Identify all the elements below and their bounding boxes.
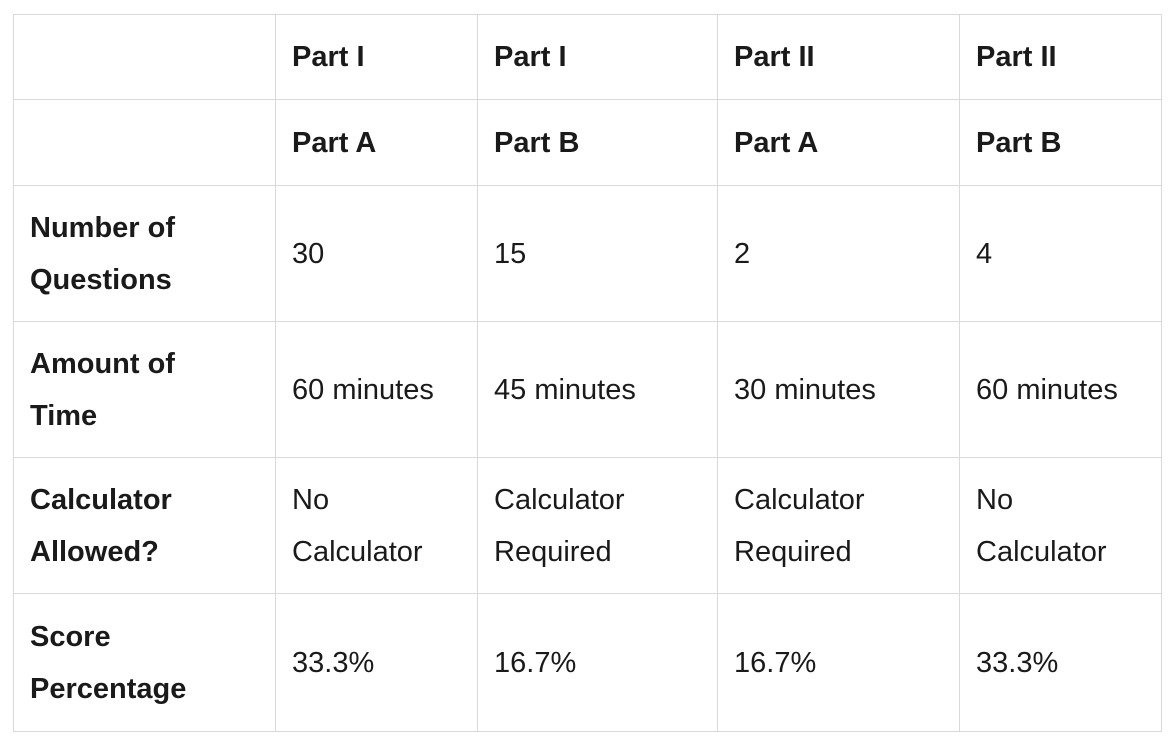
row-label-line: Time xyxy=(30,399,98,432)
cell-line: 60 minutes xyxy=(292,373,434,406)
table-cell: 2 xyxy=(717,185,960,322)
cell-line: No xyxy=(292,483,330,516)
table-row-number-of-questions: Number of Questions 30 15 2 4 xyxy=(13,185,1162,322)
header-corner-cell xyxy=(13,14,276,100)
header-cell: Part II xyxy=(959,14,1162,100)
table-cell: 4 xyxy=(959,185,1162,322)
cell-line: Required xyxy=(494,535,612,568)
cell-line: 45 minutes xyxy=(494,373,636,406)
row-label: Calculator Allowed? xyxy=(13,457,276,594)
cell-line: 60 minutes xyxy=(976,373,1118,406)
row-label-line: Calculator xyxy=(30,483,172,516)
table-row-calculator-allowed: Calculator Allowed? No Calculator Calcul… xyxy=(13,457,1162,594)
cell-line: 33.3% xyxy=(292,646,375,679)
cell-line: Calculator xyxy=(976,535,1107,568)
header-cell: Part A xyxy=(717,99,960,186)
table-cell: 30 minutes xyxy=(717,321,960,458)
cell-line: 33.3% xyxy=(976,646,1059,679)
table-cell: 16.7% xyxy=(477,593,718,732)
header-cell: Part I xyxy=(275,14,478,100)
row-label: Amount of Time xyxy=(13,321,276,458)
cell-line: Calculator xyxy=(292,535,423,568)
table-cell: No Calculator xyxy=(959,457,1162,594)
header-row-part: Part I Part I Part II Part II xyxy=(13,14,1162,100)
table-cell: 16.7% xyxy=(717,593,960,732)
row-label: Number of Questions xyxy=(13,185,276,322)
table-cell: 45 minutes xyxy=(477,321,718,458)
cell-line: 4 xyxy=(976,237,993,270)
table-cell: Calculator Required xyxy=(477,457,718,594)
header-cell: Part I xyxy=(477,14,718,100)
cell-line: 15 xyxy=(494,237,527,270)
table-cell: No Calculator xyxy=(275,457,478,594)
cell-line: Calculator xyxy=(734,483,865,516)
header-row-subpart: Part A Part B Part A Part B xyxy=(13,99,1162,186)
cell-line: Calculator xyxy=(494,483,625,516)
header-corner-cell xyxy=(13,99,276,186)
cell-line: No xyxy=(976,483,1014,516)
table-row-amount-of-time: Amount of Time 60 minutes 45 minutes 30 … xyxy=(13,321,1162,458)
header-cell: Part II xyxy=(717,14,960,100)
header-cell: Part B xyxy=(477,99,718,186)
cell-line: 2 xyxy=(734,237,751,270)
row-label-line: Number of xyxy=(30,211,175,244)
table-cell: 30 xyxy=(275,185,478,322)
row-label-line: Score xyxy=(30,620,111,653)
table-cell: Calculator Required xyxy=(717,457,960,594)
header-cell: Part A xyxy=(275,99,478,186)
cell-line: Required xyxy=(734,535,852,568)
row-label-line: Allowed? xyxy=(30,535,159,568)
header-cell: Part B xyxy=(959,99,1162,186)
row-label-line: Questions xyxy=(30,263,172,296)
row-label-line: Amount of xyxy=(30,347,175,380)
cell-line: 30 xyxy=(292,237,325,270)
cell-line: 16.7% xyxy=(734,646,817,679)
cell-line: 16.7% xyxy=(494,646,577,679)
exam-structure-table-wrapper: Part I Part I Part II Part II Part A Par… xyxy=(13,14,1162,732)
table-cell: 33.3% xyxy=(275,593,478,732)
table-cell: 33.3% xyxy=(959,593,1162,732)
table-row-score-percentage: Score Percentage 33.3% 16.7% 16.7% 33.3% xyxy=(13,593,1162,732)
table-cell: 60 minutes xyxy=(959,321,1162,458)
exam-structure-table: Part I Part I Part II Part II Part A Par… xyxy=(13,14,1162,732)
table-cell: 15 xyxy=(477,185,718,322)
row-label: Score Percentage xyxy=(13,593,276,732)
cell-line: 30 minutes xyxy=(734,373,876,406)
row-label-line: Percentage xyxy=(30,672,187,705)
table-cell: 60 minutes xyxy=(275,321,478,458)
